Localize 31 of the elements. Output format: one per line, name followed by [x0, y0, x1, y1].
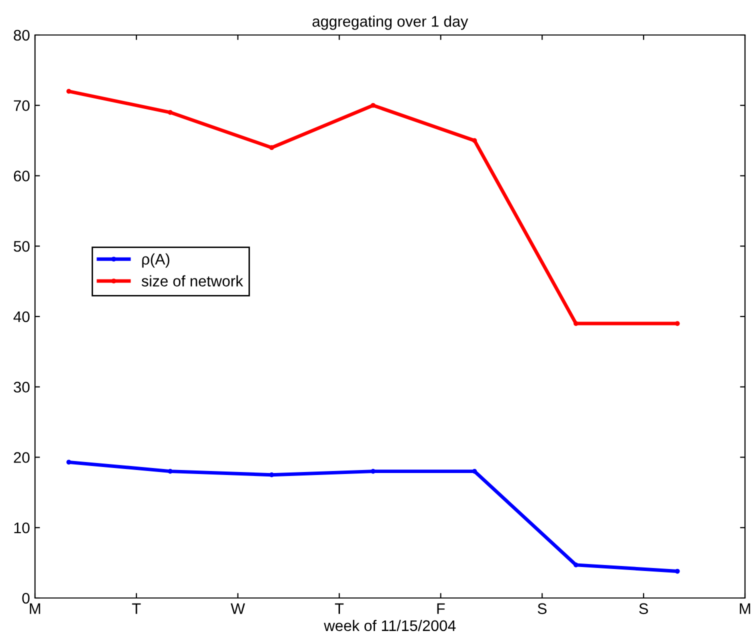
point	[168, 468, 173, 474]
x-tick-label: M	[30, 603, 40, 614]
x-tick-label: T	[132, 603, 141, 614]
x-tick-label: F	[437, 603, 445, 614]
point	[168, 110, 173, 115]
legend-label: size of network	[142, 275, 244, 286]
y-tick-label: 0	[22, 592, 30, 604]
point	[574, 321, 578, 326]
point	[66, 88, 72, 94]
point	[370, 102, 376, 108]
y-tick-label: 20	[14, 452, 30, 463]
y-tick-label: 30	[14, 382, 30, 393]
x-tick-label: S	[639, 603, 648, 614]
y-tick-label: 10	[14, 522, 30, 534]
point	[269, 145, 274, 150]
y-tick-label: 50	[14, 240, 30, 252]
point	[472, 138, 477, 143]
y-tick-label: 60	[14, 170, 30, 182]
y-tick-label: 70	[14, 100, 30, 112]
x-tick-label: M	[740, 603, 750, 614]
x-tick-label: W	[230, 603, 246, 614]
legend-label: ρ(A)	[142, 253, 170, 268]
x-tick-label: S	[538, 603, 547, 614]
y-tick-label: 80	[14, 30, 30, 41]
x-axis-title: week of 11/15/2004	[324, 620, 456, 632]
point	[574, 562, 578, 568]
point	[66, 460, 72, 465]
x-tick-label: T	[334, 603, 344, 614]
chart-title: aggregating over 1 day	[312, 16, 468, 30]
y-tick-label: 40	[14, 311, 30, 322]
point	[472, 468, 477, 474]
